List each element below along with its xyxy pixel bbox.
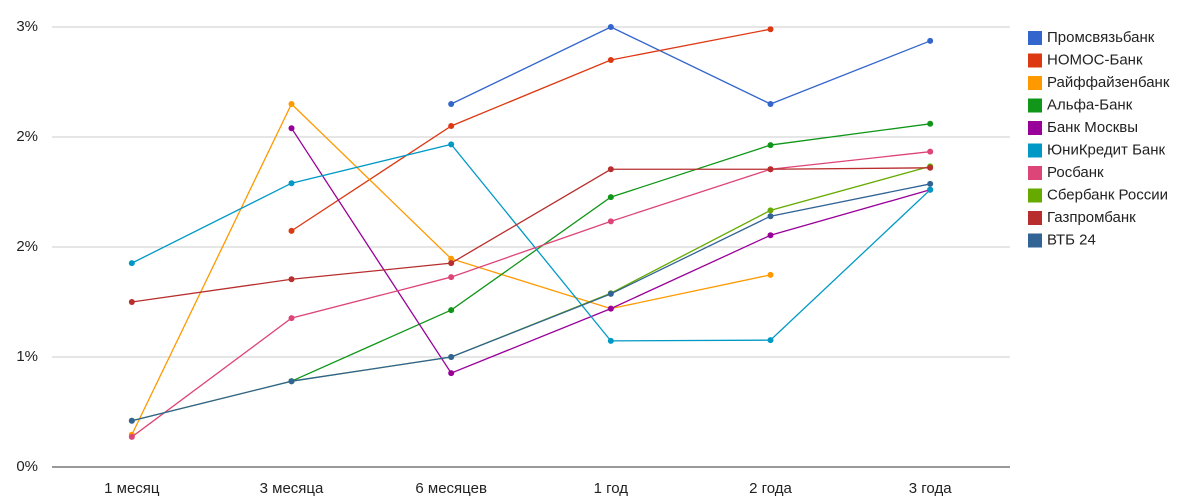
x-tick-label: 6 месяцев	[415, 480, 487, 497]
point	[288, 378, 295, 385]
point	[607, 24, 614, 30]
legend-label: Банк Москвы	[1047, 119, 1138, 136]
point	[767, 207, 774, 214]
point	[607, 166, 614, 173]
x-tick-label: 1 месяц	[104, 480, 160, 497]
point	[288, 101, 295, 107]
point	[767, 337, 774, 344]
point	[448, 255, 455, 262]
point	[288, 315, 295, 322]
legend-label: Росбанк	[1047, 164, 1104, 181]
point	[607, 337, 614, 344]
legend-label: Сбербанк России	[1047, 186, 1168, 203]
legend-label: Райффайзенбанк	[1047, 74, 1170, 91]
y-tick-label: 1%	[16, 348, 38, 365]
point	[128, 433, 135, 440]
y-tick-label: 2%	[16, 238, 38, 255]
y-tick-label: 2%	[16, 128, 38, 145]
x-tick-label: 2 года	[749, 480, 792, 497]
point	[607, 194, 614, 201]
legend-swatch	[1028, 233, 1042, 248]
series-line	[290, 127, 931, 374]
legend-swatch	[1028, 166, 1042, 180]
legend-label: Альфа-Банк	[1047, 96, 1133, 113]
point	[767, 166, 774, 173]
point	[448, 141, 455, 148]
legend-swatch	[1028, 143, 1042, 158]
point	[448, 274, 455, 281]
point	[767, 271, 774, 278]
legend-swatch	[1028, 98, 1042, 113]
point	[607, 218, 614, 225]
point	[927, 120, 934, 127]
point	[288, 125, 295, 132]
legend-label: ВТБ 24	[1047, 231, 1096, 248]
y-tick-label: 3%	[16, 18, 38, 35]
point	[288, 180, 295, 187]
point	[448, 370, 455, 377]
series-line	[131, 151, 931, 438]
point	[767, 101, 774, 107]
point	[927, 180, 934, 187]
x-tick-label: 3 месяца	[260, 480, 324, 497]
y-tick-label: 0%	[16, 458, 38, 475]
point	[448, 123, 455, 129]
point	[927, 37, 934, 44]
series-line	[131, 165, 931, 422]
legend-swatch	[1028, 53, 1042, 68]
point	[767, 232, 774, 239]
legend-swatch	[1028, 188, 1042, 203]
legend-swatch	[1028, 76, 1042, 90]
point	[128, 260, 135, 267]
point	[767, 213, 774, 220]
point	[128, 417, 135, 424]
series-line	[131, 167, 931, 303]
point	[607, 290, 614, 297]
point	[607, 57, 614, 63]
legend-swatch	[1028, 211, 1042, 225]
point	[128, 299, 135, 305]
point	[767, 142, 774, 149]
x-tick-label: 3 года	[909, 480, 952, 497]
series-line	[450, 26, 931, 105]
point	[288, 227, 295, 234]
series-line	[131, 143, 931, 342]
point	[448, 101, 455, 107]
legend-swatch	[1028, 121, 1042, 135]
legend-swatch	[1028, 31, 1042, 45]
point	[448, 260, 455, 267]
point	[448, 307, 455, 314]
point	[288, 276, 295, 283]
point	[607, 305, 614, 312]
point	[448, 354, 455, 360]
series-line	[131, 183, 931, 422]
series-line	[291, 28, 771, 232]
x-tick-label: 1 год	[594, 480, 629, 497]
series-line	[131, 102, 771, 436]
legend-label: Промсвязьбанк	[1047, 29, 1155, 46]
point	[767, 26, 774, 33]
legend-label: ЮниКредит Банк	[1047, 141, 1166, 158]
legend-label: НОМОС-Банк	[1047, 51, 1143, 68]
legend-label: Газпромбанк	[1047, 209, 1136, 226]
point	[927, 186, 934, 193]
point	[927, 164, 934, 171]
point	[927, 148, 934, 155]
